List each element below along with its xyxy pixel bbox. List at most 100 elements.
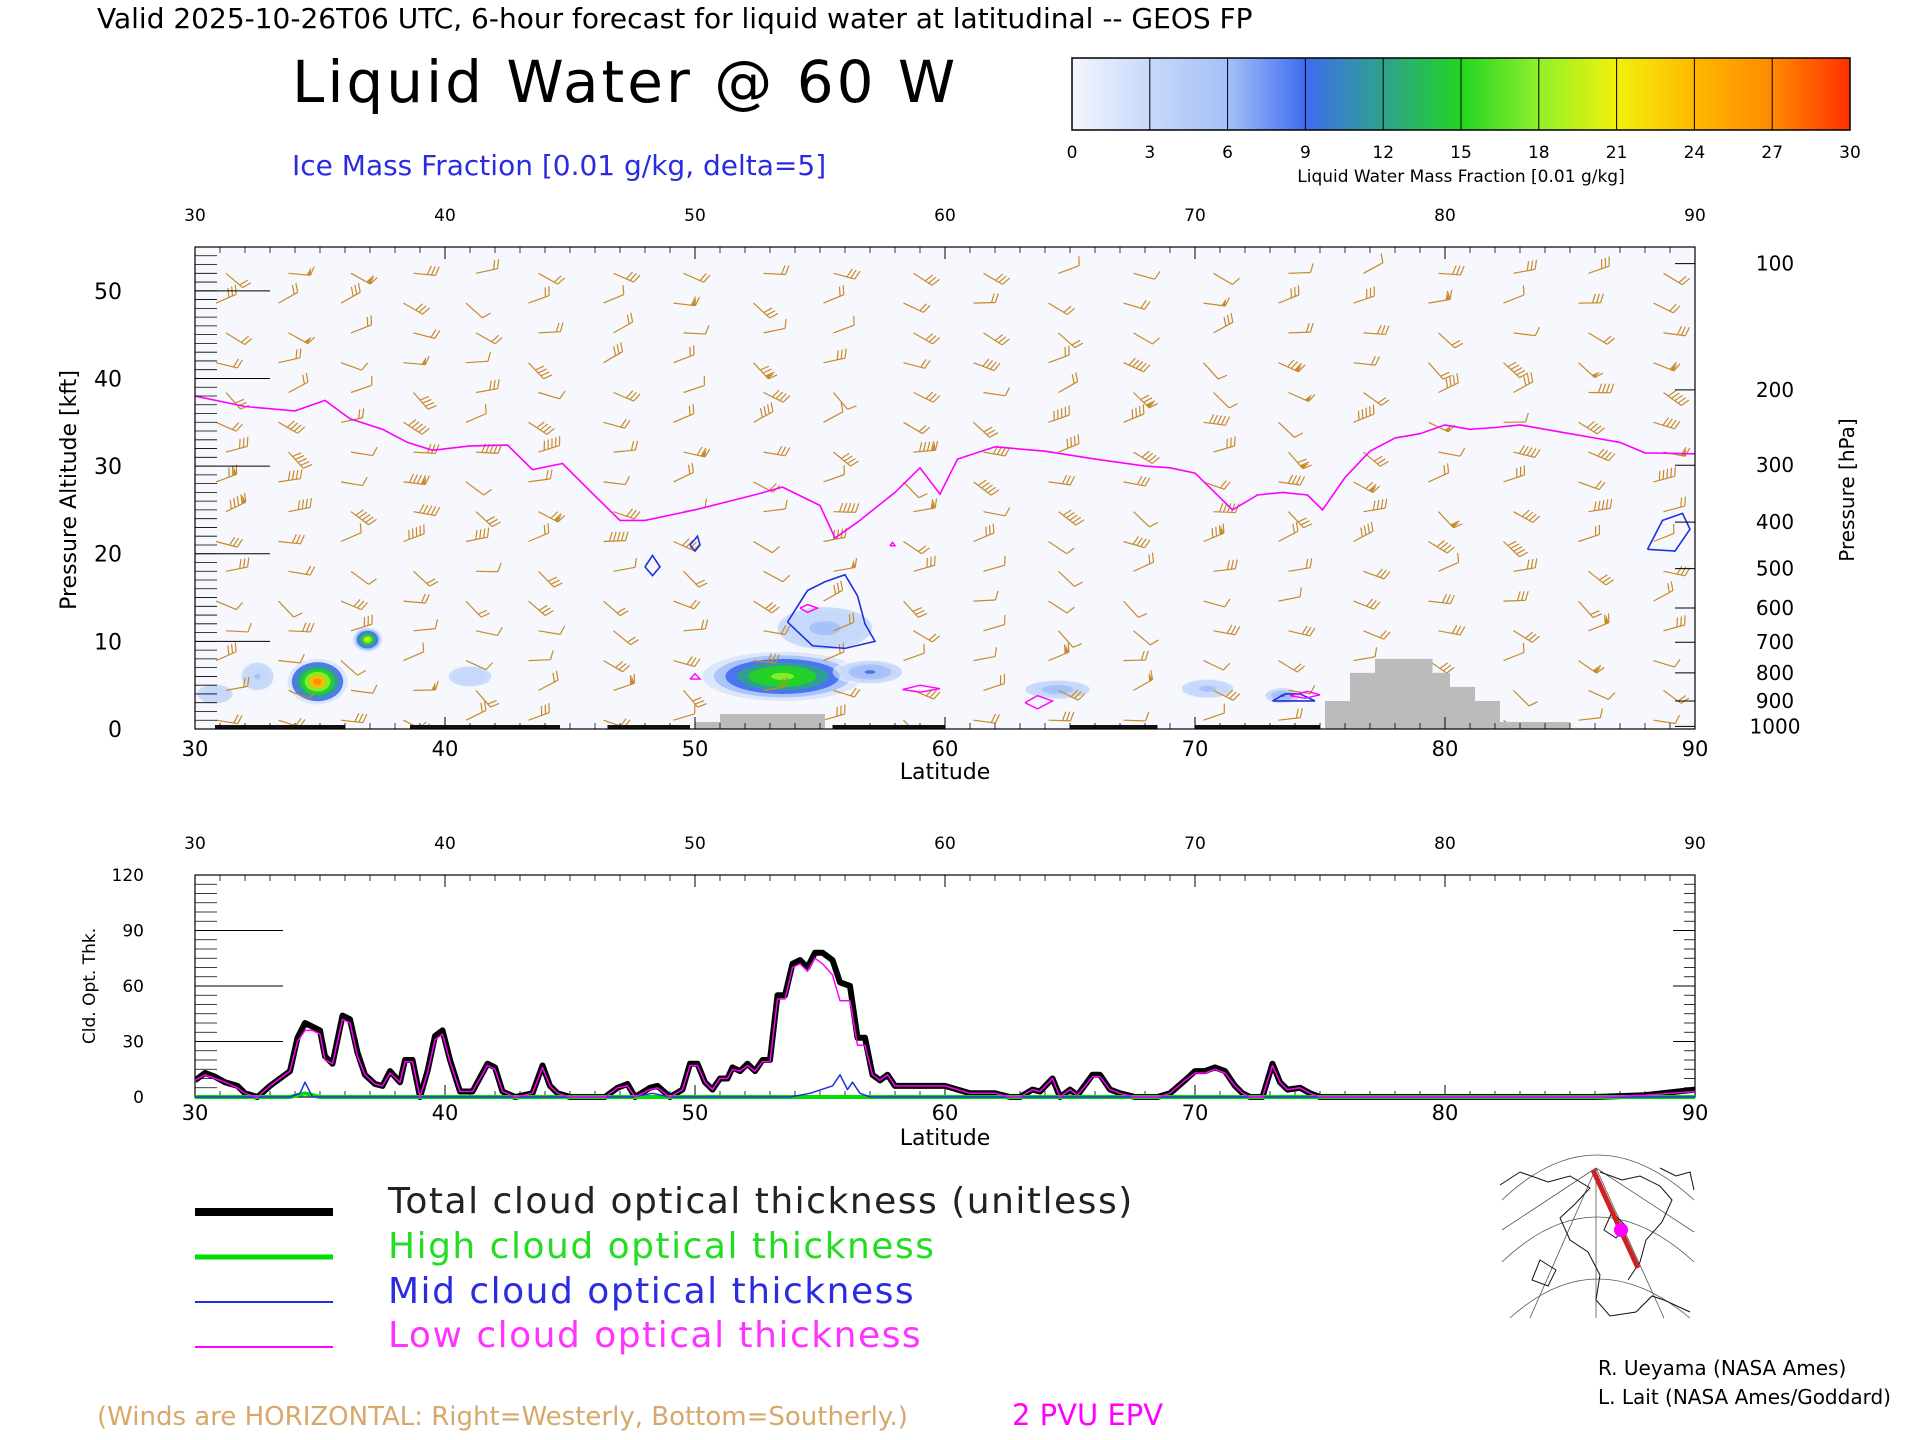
wind-barb [973, 590, 999, 602]
wind-barb-feather [366, 316, 369, 327]
wind-barb [1123, 404, 1145, 423]
wind-barb-feather [229, 536, 236, 546]
wind-barb-feather [846, 503, 852, 513]
wind-barb [1503, 540, 1529, 558]
wind-barb-feather [233, 497, 236, 508]
wind-barb [1588, 498, 1613, 513]
wind-barb-feather [1439, 662, 1448, 670]
wind-barb [1588, 448, 1616, 462]
wind-barb-feather [1077, 693, 1086, 701]
wind-barb-feather [1074, 342, 1084, 349]
wind-barb-feather [487, 699, 497, 705]
wind-barb-pennant [1450, 522, 1460, 528]
wind-barb-feather [930, 441, 935, 451]
wind-barb [753, 600, 780, 614]
wind-barb [340, 660, 366, 676]
wind-barb [833, 315, 855, 334]
wind-barb-staff [1353, 656, 1376, 662]
wind-barb-feather [634, 557, 638, 568]
wind-barb [753, 302, 779, 319]
wind-barb-feather [915, 609, 925, 615]
wind-barb-feather [852, 612, 855, 623]
wind-barb-feather [782, 574, 791, 583]
wind-barb-feather [434, 680, 439, 691]
wind-barb [528, 600, 554, 617]
wind-barb-staff [1438, 451, 1461, 457]
wind-barb [1653, 361, 1681, 372]
wind-barb-feather [1521, 509, 1530, 518]
wind-barb [1578, 708, 1603, 721]
wind-barb-feather [1066, 606, 1075, 614]
wind-barb-feather [1608, 256, 1610, 267]
colorbar-tick-label: 30 [1839, 143, 1861, 163]
wind-barb-feather [543, 440, 546, 451]
wind-barb-staff [340, 481, 363, 487]
wind-barb [823, 704, 846, 721]
wind-barb-feather [1374, 647, 1378, 657]
wind-barb-feather [535, 365, 545, 371]
wind-barb-feather [1510, 543, 1520, 549]
wind-barb [673, 599, 701, 610]
wind-barb-feather [1443, 544, 1452, 552]
wind-barb-pennant [765, 373, 775, 379]
wind-barb-feather [844, 348, 847, 359]
wind-barb-feather [1676, 617, 1679, 628]
wind-barb-feather [287, 470, 291, 481]
wind-barb-feather [1513, 367, 1523, 373]
wind-barb-feather [687, 464, 691, 475]
wind-barb-feather [1296, 665, 1305, 673]
wind-barb-feather [1070, 437, 1073, 447]
wind-barb [753, 362, 778, 380]
wind-barb-feather [1226, 438, 1228, 449]
wind-barb-feather [622, 664, 631, 673]
wind-barb [613, 630, 639, 646]
wind-barb-staff [1133, 630, 1151, 646]
wind-barb-feather [1305, 626, 1312, 636]
wind-barb-feather [358, 713, 364, 723]
wind-barb-feather [847, 458, 856, 465]
wind-barb-feather [1519, 466, 1522, 477]
wind-barb-feather [784, 447, 791, 457]
wind-barb-feather [547, 523, 550, 533]
wind-barb-feather [539, 423, 549, 431]
wind-barb-feather [760, 365, 770, 371]
wind-barb-feather [1143, 397, 1153, 403]
colorbar-tick-label: 21 [1606, 143, 1628, 163]
wind-barb [683, 325, 710, 335]
liquid-water-cell [254, 673, 261, 680]
wind-barb [475, 379, 500, 394]
wind-barb-feather [771, 606, 780, 614]
wind-barb-feather [1370, 521, 1374, 532]
wind-barb-staff [763, 327, 786, 334]
wind-barb [1438, 552, 1460, 572]
wind-barb-staff [1288, 331, 1311, 334]
wind-barb-feather [1451, 624, 1458, 634]
wind-barb-feather [1524, 591, 1529, 601]
wind-barb-feather [1452, 375, 1456, 385]
wind-barb [1438, 332, 1464, 349]
wind-barb-feather [1068, 405, 1070, 416]
wind-barb-feather [493, 260, 496, 270]
wind-barb-feather [1067, 642, 1070, 653]
wind-barb-feather [303, 463, 313, 469]
wind-barb-feather [418, 504, 425, 514]
wind-barb-feather [368, 518, 377, 526]
wind-barb [1123, 536, 1151, 549]
liquid-water-cell [1203, 687, 1212, 691]
wind-barb-feather [1680, 616, 1682, 626]
wind-barb-feather [990, 713, 997, 723]
wind-barb-feather [353, 598, 361, 607]
optical-thickness-lines [195, 949, 1695, 1100]
ice-contour [689, 534, 701, 553]
wind-barb-feather [1071, 374, 1075, 384]
wind-barb-feather [1609, 383, 1615, 393]
wind-barb-feather [1151, 456, 1160, 464]
series-line-total [195, 949, 1695, 1100]
wind-barb-feather [1305, 558, 1309, 569]
wind-barb-feather [544, 704, 547, 715]
wind-barb [1278, 285, 1300, 304]
wind-barb [215, 714, 243, 725]
wind-barb-feather [1449, 594, 1455, 604]
wind-barb-feather [1309, 263, 1314, 273]
wind-barb-feather [434, 266, 440, 276]
